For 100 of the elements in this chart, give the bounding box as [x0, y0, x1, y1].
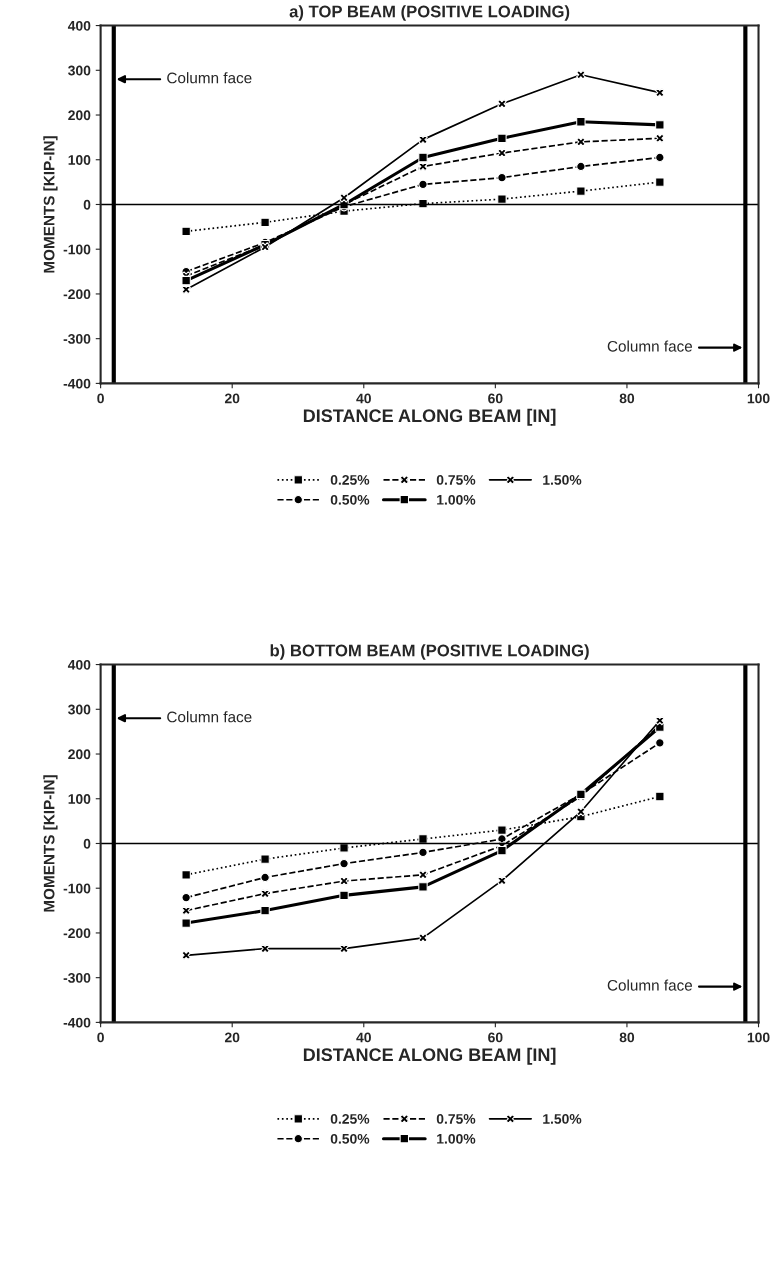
point — [418, 834, 428, 844]
legend-label: 0.50% — [330, 1133, 370, 1144]
ref-line-label: Column face — [607, 340, 693, 352]
point — [181, 870, 191, 880]
legend-label: 1.00% — [437, 494, 476, 505]
point — [418, 179, 428, 190]
point — [655, 133, 665, 143]
x-tick-label: 40 — [356, 1032, 371, 1043]
point — [655, 715, 665, 726]
point — [497, 825, 507, 835]
point — [576, 70, 586, 80]
point — [497, 875, 507, 886]
y-axis-title: MOMENTS [KIP-IN] — [43, 136, 58, 273]
legend-label: 0.25% — [330, 474, 370, 485]
x-tick-label: 60 — [488, 1032, 503, 1043]
y-tick-label: -400 — [63, 1017, 91, 1028]
x-tick-label: 0 — [97, 1032, 104, 1043]
y-tick-label: 200 — [68, 749, 91, 760]
ref-line-label: Column face — [167, 711, 252, 723]
point — [260, 905, 270, 916]
legend-label: 1.50% — [543, 474, 582, 485]
point — [497, 845, 507, 856]
y-tick-label: -300 — [63, 973, 91, 983]
y-tick-label: 400 — [67, 659, 91, 670]
y-axis-title: MOMENTS [KIP-IN] — [43, 775, 58, 912]
point — [655, 791, 665, 802]
legend-label: 1.50% — [543, 1113, 582, 1124]
point — [576, 807, 586, 817]
point — [497, 148, 507, 158]
point — [339, 858, 349, 869]
x-axis-title: DISTANCE ALONG BEAM [IN] — [303, 408, 556, 426]
x-tick-label: 80 — [619, 393, 635, 404]
point — [260, 872, 270, 883]
x-tick-label: 20 — [224, 1032, 240, 1043]
point — [339, 943, 349, 954]
y-tick-label: 100 — [68, 794, 91, 804]
legend-label: 0.25% — [330, 1113, 370, 1124]
point — [339, 890, 349, 901]
point — [655, 87, 665, 98]
point — [181, 950, 191, 960]
y-tick-label: -100 — [63, 883, 91, 894]
point — [655, 152, 665, 163]
point — [260, 217, 270, 228]
x-tick-label: 0 — [97, 393, 104, 404]
point — [418, 134, 428, 145]
point — [260, 943, 270, 954]
x-tick-label: 40 — [356, 393, 371, 404]
point — [339, 843, 349, 853]
y-tick-label: -300 — [63, 334, 91, 344]
point — [497, 99, 507, 109]
x-tick-label: 100 — [747, 1032, 770, 1043]
x-tick-label: 20 — [224, 393, 240, 404]
point — [418, 198, 428, 209]
legend-label: 0.50% — [330, 494, 370, 505]
point — [260, 854, 270, 864]
point — [497, 172, 507, 183]
point — [418, 933, 428, 943]
ref-line-label: Column face — [167, 72, 252, 84]
y-tick-label: 0 — [83, 838, 91, 849]
legend-label: 0.75% — [436, 1113, 476, 1124]
chart-title: b) BOTTOM BEAM (POSITIVE LOADING) — [270, 644, 589, 660]
point — [576, 117, 586, 127]
point — [576, 161, 586, 172]
point — [418, 847, 428, 858]
point — [181, 892, 191, 903]
y-tick-label: -400 — [63, 378, 91, 389]
point — [181, 284, 191, 295]
point — [181, 918, 191, 928]
point — [181, 275, 191, 286]
point — [497, 194, 507, 204]
point — [181, 905, 191, 916]
point — [655, 738, 665, 748]
point — [260, 888, 270, 899]
legend-label: 1.00% — [437, 1133, 476, 1144]
chart-title: a) TOP BEAM (POSITIVE LOADING) — [289, 5, 570, 21]
y-tick-label: 0 — [83, 199, 91, 210]
ref-line-label: Column face — [607, 979, 693, 991]
y-tick-label: 400 — [67, 20, 91, 31]
y-tick-label: 300 — [68, 704, 91, 715]
x-tick-label: 60 — [488, 393, 503, 404]
y-tick-label: -200 — [63, 289, 91, 300]
point — [418, 870, 428, 880]
point — [576, 186, 586, 196]
point — [576, 137, 586, 147]
x-axis-title: DISTANCE ALONG BEAM [IN] — [303, 1047, 556, 1065]
point — [418, 152, 428, 163]
y-tick-label: -200 — [63, 928, 91, 939]
y-tick-label: 100 — [68, 155, 91, 165]
y-tick-label: -100 — [63, 244, 91, 255]
point — [497, 133, 507, 143]
y-tick-label: 200 — [68, 110, 91, 121]
point — [418, 882, 428, 892]
point — [418, 161, 428, 172]
point — [655, 177, 665, 187]
x-tick-label: 100 — [747, 393, 770, 404]
y-tick-label: 300 — [68, 65, 91, 76]
x-tick-label: 80 — [619, 1032, 635, 1043]
legend-label: 0.75% — [436, 474, 476, 485]
point — [181, 226, 191, 236]
point — [339, 193, 349, 203]
